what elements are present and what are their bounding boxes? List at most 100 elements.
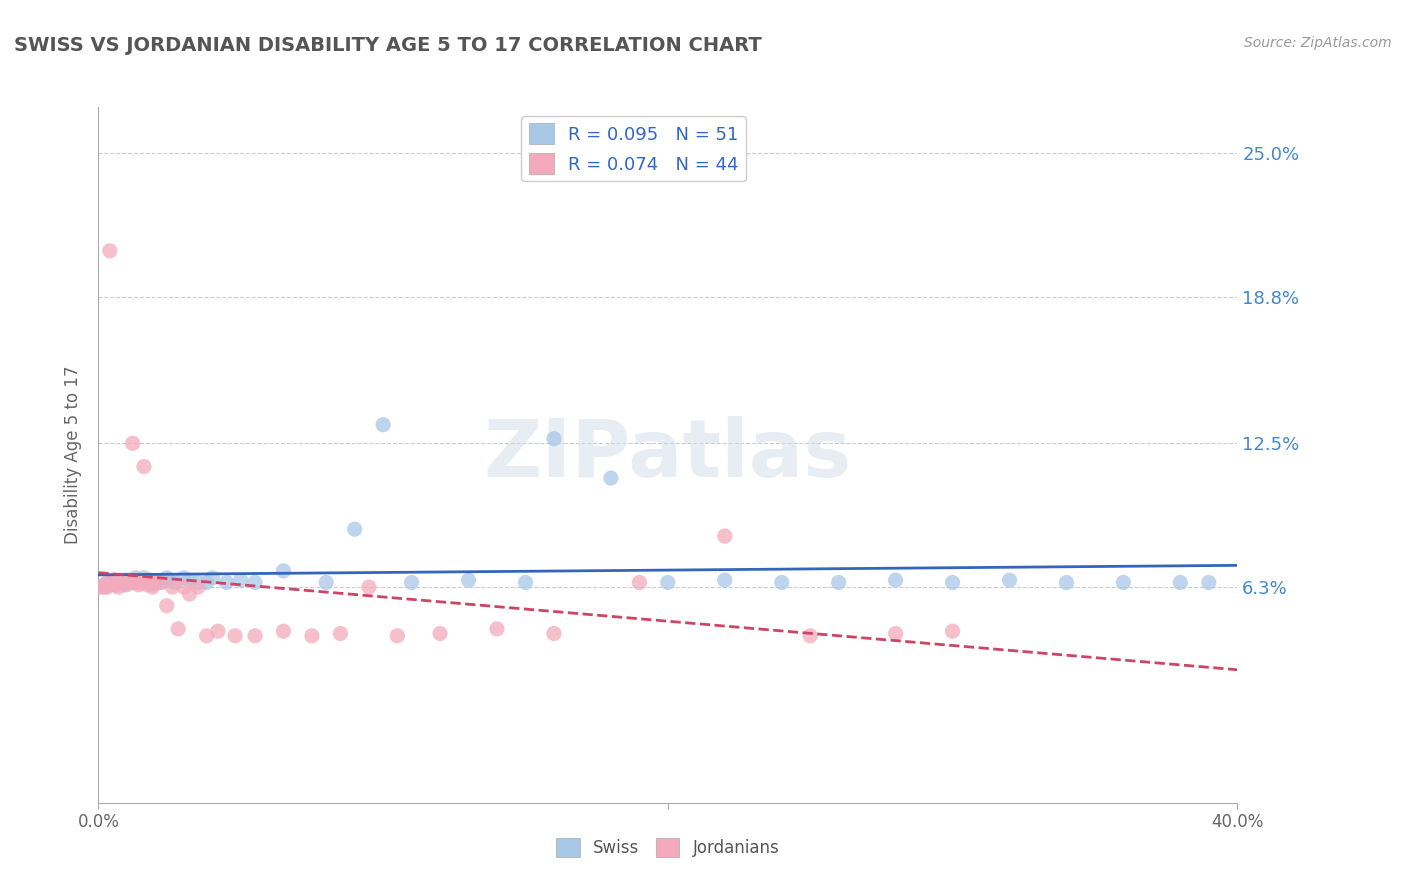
Point — [515, 575, 537, 590]
Point — [373, 417, 395, 432]
Point — [429, 626, 451, 640]
Point — [329, 626, 352, 640]
Point — [138, 573, 160, 587]
Point — [1112, 575, 1135, 590]
Point — [150, 575, 173, 590]
Point — [179, 573, 201, 587]
Point — [167, 622, 190, 636]
Point — [486, 622, 509, 636]
Point — [107, 580, 129, 594]
Point — [401, 575, 423, 590]
Point — [998, 573, 1021, 587]
Point — [96, 580, 118, 594]
Point — [93, 580, 115, 594]
Point — [129, 573, 152, 587]
Text: Source: ZipAtlas.com: Source: ZipAtlas.com — [1244, 36, 1392, 50]
Point — [195, 575, 218, 590]
Point — [124, 575, 146, 590]
Point — [657, 575, 679, 590]
Point — [543, 626, 565, 640]
Point — [457, 573, 479, 587]
Point — [628, 575, 651, 590]
Point — [714, 529, 737, 543]
Point — [127, 578, 149, 592]
Point — [138, 573, 160, 587]
Point — [156, 571, 179, 585]
Legend: Swiss, Jordanians: Swiss, Jordanians — [550, 831, 786, 864]
Point — [104, 578, 127, 592]
Point — [1170, 575, 1192, 590]
Text: ZIPatlas: ZIPatlas — [484, 416, 852, 494]
Text: SWISS VS JORDANIAN DISABILITY AGE 5 TO 17 CORRELATION CHART: SWISS VS JORDANIAN DISABILITY AGE 5 TO 1… — [14, 36, 762, 54]
Point — [799, 629, 821, 643]
Point — [770, 575, 793, 590]
Point — [156, 599, 179, 613]
Point — [1056, 575, 1078, 590]
Point — [124, 571, 146, 585]
Point — [118, 575, 141, 590]
Point — [884, 573, 907, 587]
Point — [179, 587, 201, 601]
Point — [187, 575, 209, 590]
Point — [301, 629, 323, 643]
Point — [101, 573, 124, 587]
Point — [132, 571, 155, 585]
Point — [273, 564, 295, 578]
Point — [104, 578, 127, 592]
Point — [93, 578, 115, 592]
Point — [98, 575, 121, 590]
Point — [187, 580, 209, 594]
Point — [121, 573, 143, 587]
Point — [107, 575, 129, 590]
Point — [141, 580, 163, 594]
Point — [165, 575, 187, 590]
Point — [273, 624, 295, 639]
Point — [243, 575, 266, 590]
Point — [159, 573, 181, 587]
Point — [942, 624, 965, 639]
Point — [101, 575, 124, 590]
Point — [112, 578, 135, 592]
Point — [315, 575, 337, 590]
Point — [195, 629, 218, 643]
Point — [110, 575, 132, 590]
Point — [132, 459, 155, 474]
Point — [90, 580, 112, 594]
Point — [600, 471, 623, 485]
Point — [135, 575, 157, 590]
Point — [98, 578, 121, 592]
Point — [98, 244, 121, 258]
Point — [118, 575, 141, 590]
Point — [129, 575, 152, 590]
Point — [110, 575, 132, 590]
Point — [121, 436, 143, 450]
Point — [243, 629, 266, 643]
Point — [115, 573, 138, 587]
Point — [145, 575, 167, 590]
Point — [141, 578, 163, 592]
Point — [201, 571, 224, 585]
Point — [150, 575, 173, 590]
Point — [884, 626, 907, 640]
Point — [224, 629, 246, 643]
Point — [229, 573, 252, 587]
Point — [145, 575, 167, 590]
Point — [357, 580, 380, 594]
Point — [135, 578, 157, 592]
Point — [207, 624, 229, 639]
Point — [387, 629, 409, 643]
Point — [543, 432, 565, 446]
Point — [828, 575, 851, 590]
Point — [127, 575, 149, 590]
Point — [1198, 575, 1220, 590]
Point — [115, 578, 138, 592]
Point — [112, 573, 135, 587]
Point — [162, 580, 184, 594]
Point — [96, 575, 118, 590]
Point — [942, 575, 965, 590]
Point — [173, 580, 195, 594]
Point — [173, 571, 195, 585]
Point — [714, 573, 737, 587]
Point — [215, 575, 238, 590]
Point — [343, 522, 366, 536]
